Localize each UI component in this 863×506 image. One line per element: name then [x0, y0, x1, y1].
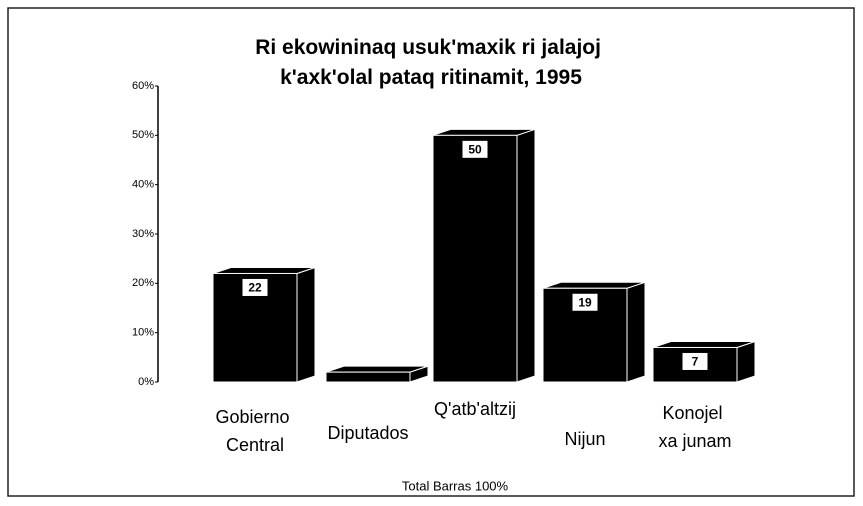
bar-side [516, 128, 536, 383]
y-tick-label: 0% [138, 376, 154, 388]
y-tick-label: 30% [132, 228, 154, 240]
y-tick-label: 50% [132, 129, 154, 141]
value-label: 22 [248, 281, 262, 295]
x-tick-label: Diputados [327, 423, 408, 443]
x-axis-label: Total Barras 100% [402, 478, 509, 493]
y-tick-label: 60% [132, 80, 154, 92]
frame [7, 7, 855, 497]
bar-front [325, 371, 411, 383]
x-tick-label: Konojel xa junam [658, 403, 731, 451]
bar-top [325, 365, 429, 373]
bar-side [296, 266, 316, 383]
value-label-box [681, 351, 709, 371]
bar-top [542, 281, 646, 289]
value-label-box [241, 277, 269, 297]
bar-top [212, 266, 316, 274]
value-label-box [571, 292, 599, 312]
x-tick-label: Q'atb'altzij [434, 399, 516, 419]
value-label: 19 [578, 295, 592, 309]
chart-title: Ri ekowininaq usuk'maxik ri jalajoj k'ax… [255, 36, 607, 89]
value-label: 7 [692, 355, 699, 369]
y-tick-label: 20% [132, 277, 154, 289]
bar-top [432, 128, 536, 136]
y-tick-label: 10% [132, 327, 154, 339]
bar-front [212, 272, 298, 383]
bar-side [736, 340, 756, 383]
bar-side [626, 281, 646, 383]
bar [212, 266, 316, 383]
bar [325, 365, 429, 383]
y-tick-label: 40% [132, 179, 154, 191]
bar-top [652, 340, 756, 348]
value-label: 50 [468, 143, 482, 157]
value-label-box [461, 139, 489, 159]
x-tick-label: Gobierno Central [215, 407, 294, 455]
bar [432, 128, 536, 383]
bar-front [432, 134, 518, 383]
x-tick-label: Nijun [564, 429, 605, 449]
